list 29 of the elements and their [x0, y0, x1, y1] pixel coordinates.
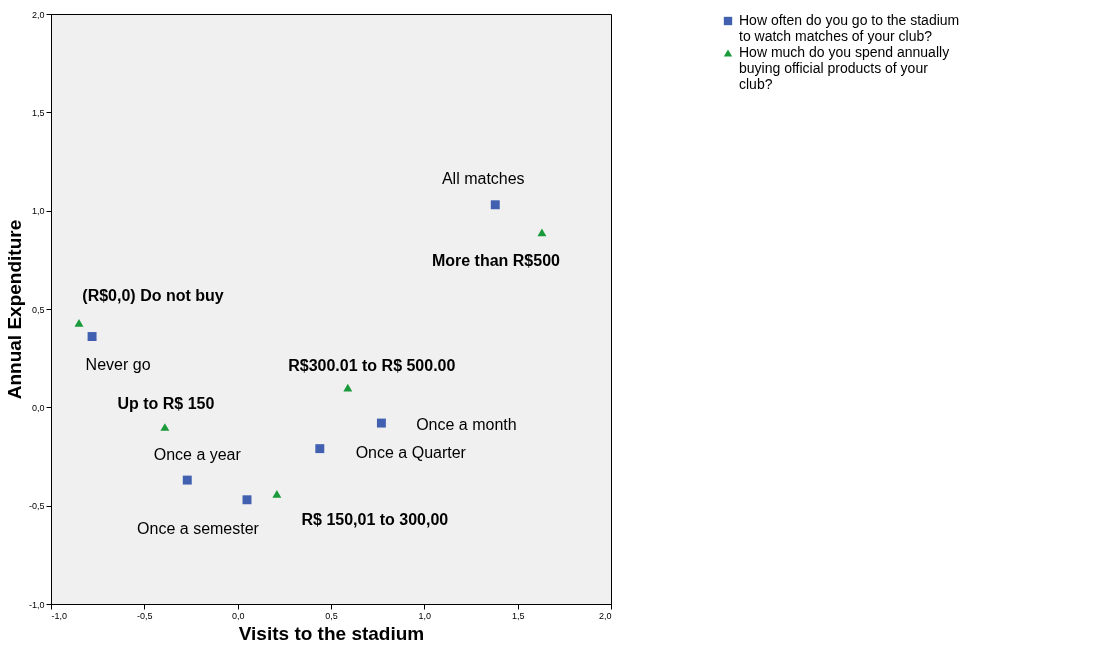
y-tick-label: 0,0 — [31, 402, 45, 413]
y-tick-label: 0,5 — [31, 304, 45, 315]
y-axis-title: Annual Expenditure — [3, 219, 25, 400]
annotation: Once a Quarter — [355, 443, 467, 461]
annotation: (R$0,0) Do not buy — [82, 286, 224, 304]
annotation: More than R$500 — [431, 252, 561, 270]
annotation: R$300.01 to R$ 500.00 — [288, 356, 456, 374]
annotation: All matches — [441, 169, 525, 187]
x-tick-label: 2,0 — [598, 610, 612, 621]
legend-label: How much do you spend annually buying official products of your club? — [739, 44, 950, 92]
y-tick-label: 1,0 — [31, 206, 45, 217]
x-axis-title: Visits to the stadium — [238, 622, 425, 644]
x-tick-label: -1,0 — [51, 610, 68, 621]
annotation: R$ 150,01 to 300,00 — [301, 510, 449, 528]
annotation: Once a month — [416, 416, 517, 434]
y-tick-label: 2,0 — [31, 9, 45, 20]
x-tick-label: 0,0 — [231, 610, 245, 621]
y-tick-label: 1,5 — [31, 107, 45, 118]
annotation: Up to R$ 150 — [117, 395, 215, 412]
annotation: Once a year — [153, 446, 242, 464]
x-tick-label: 0,5 — [325, 610, 338, 621]
x-tick-label: 1,5 — [511, 610, 525, 621]
annotation: Once a semester — [137, 519, 260, 537]
y-tick-label: -0,5 — [28, 501, 45, 512]
y-tick-label: -1,0 — [28, 599, 45, 610]
annotation: Never go — [85, 355, 151, 373]
x-tick-label: -0,5 — [137, 610, 153, 621]
legend-label: How often do you go to the stadium to watch matches of your club? — [739, 12, 960, 44]
x-tick-label: 1,0 — [418, 610, 432, 621]
